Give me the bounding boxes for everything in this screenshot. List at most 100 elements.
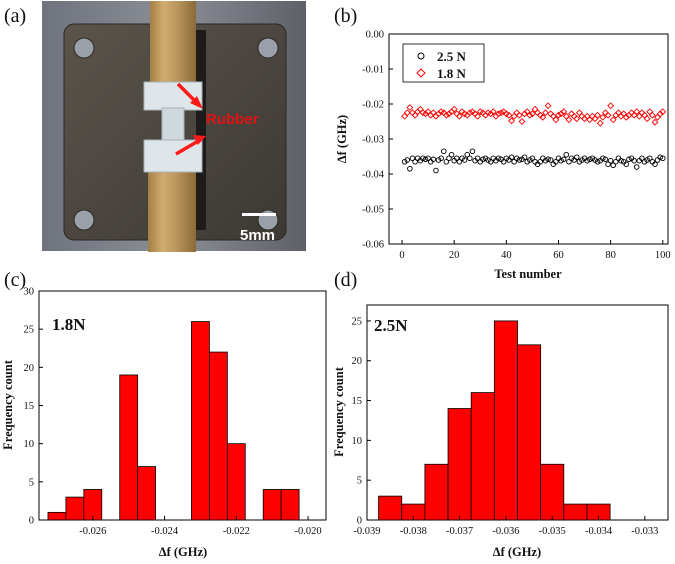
point-1.8N [594, 111, 602, 119]
point-2.5N [584, 157, 590, 164]
panel-label-a: (a) [4, 5, 26, 27]
legend-label-2.5N: 2.5 N [437, 49, 467, 64]
point-1.8N [552, 116, 560, 124]
y-tick-label: -0.03 [362, 135, 384, 146]
point-2.5N [529, 155, 536, 161]
point-2.5N [467, 155, 473, 161]
point-1.8N [406, 104, 414, 111]
legend-box [402, 43, 485, 83]
x-tick-label: 100 [655, 250, 671, 261]
point-2.5N [454, 155, 460, 161]
point-2.5N [443, 158, 450, 165]
histogram-bar [540, 463, 565, 521]
histogram-bar [226, 443, 246, 521]
point-1.8N [497, 109, 505, 117]
point-2.5N [558, 157, 564, 164]
point-1.8N [505, 111, 513, 119]
point-2.5N [573, 154, 580, 160]
scatter-x-ticks: 0 20 40 60 80 100 [399, 240, 671, 261]
point-2.5N [430, 156, 437, 163]
histogram-bar [119, 374, 139, 521]
point-2.5N [605, 161, 611, 167]
point-1.8N [648, 111, 656, 119]
point-2.5N [537, 158, 543, 165]
point-2.5N [448, 151, 455, 158]
bamboo-lower [148, 170, 196, 252]
plate-slot [196, 30, 206, 230]
scatter-y-ticks: -0.06 -0.05 -0.04 -0.03 -0.02 -0.01 0.00 [362, 30, 393, 251]
point-1.8N [542, 109, 549, 117]
panel-label-c: (c) [4, 269, 26, 291]
point-2.5N [487, 158, 494, 165]
y-tick-label: 10 [352, 436, 363, 447]
arrow-upper-head [190, 96, 203, 109]
point-2.5N [563, 151, 570, 158]
point-1.8N [508, 117, 515, 125]
x-tick-label: -0.026 [79, 526, 106, 537]
arrow-lower [175, 138, 201, 156]
photo-panel: Rubber 5mm [42, 1, 306, 252]
bolt-hole-tl [73, 37, 95, 59]
rubber-label: Rubber [206, 111, 259, 128]
hist-c-y-axis-label: Frequency count [1, 359, 15, 450]
point-2.5N [657, 154, 663, 160]
point-1.8N [521, 110, 529, 118]
point-1.8N [403, 109, 411, 117]
panel-label-b: (b) [334, 5, 357, 27]
y-tick-label: -0.06 [362, 240, 384, 251]
point-2.5N [660, 155, 666, 161]
point-2.5N [626, 156, 632, 163]
scatter-y-axis-label: Δf (GHz) [335, 115, 349, 163]
x-tick-label: -0.037 [446, 526, 473, 537]
point-1.8N [487, 110, 495, 118]
y-tick-label: -0.05 [362, 205, 384, 216]
legend-label-1.8N: 1.8 N [437, 66, 467, 81]
point-2.5N [433, 167, 439, 174]
y-tick-label: 10 [24, 439, 35, 450]
point-2.5N [441, 148, 447, 154]
x-tick-label: 40 [501, 250, 512, 261]
x-tick-label: 80 [605, 250, 616, 261]
y-tick-label: 25 [352, 316, 363, 327]
histogram-bar [262, 489, 282, 521]
point-2.5N [508, 154, 515, 160]
histogram-bar [378, 495, 403, 521]
x-tick-label: -0.039 [353, 526, 380, 537]
hist-d-x-ticks: -0.039 -0.038 -0.037 -0.036 -0.035 -0.034 -0.0… [353, 516, 658, 537]
point-1.8N [604, 111, 612, 119]
point-2.5N [542, 157, 549, 164]
y-tick-label: -0.04 [362, 170, 385, 181]
point-1.8N [442, 111, 450, 119]
bolt-hole-tr [257, 37, 279, 59]
y-tick-label: 0 [357, 516, 362, 527]
arrow-lower-head [193, 135, 206, 145]
point-2.5N [594, 158, 601, 165]
rubber-upper-block [143, 81, 203, 111]
point-2.5N [438, 155, 444, 161]
x-tick-label: -0.038 [400, 526, 427, 537]
bamboo-upper [150, 1, 196, 85]
x-tick-label: -0.024 [151, 526, 179, 537]
x-tick-label: 60 [553, 250, 564, 261]
point-1.8N [539, 113, 547, 121]
histogram-bar [424, 463, 449, 521]
point-2.5N [420, 155, 426, 161]
hist-c-bars [47, 321, 300, 521]
hist-d-annotation: 2.5N [374, 316, 408, 335]
point-2.5N [654, 157, 661, 163]
histogram-bar [83, 489, 103, 521]
x-tick-label: -0.035 [539, 526, 566, 537]
point-1.8N [555, 111, 562, 119]
point-1.8N [495, 110, 502, 118]
point-1.8N [526, 111, 534, 119]
histogram-bar [209, 351, 228, 521]
point-2.5N [633, 164, 640, 170]
point-2.5N [610, 162, 616, 168]
x-tick-label: -0.022 [223, 526, 250, 537]
histogram-bar [47, 511, 67, 521]
hist-d-y-ticks: 0 5 10 15 20 25 [352, 316, 371, 527]
scatter-points [401, 102, 667, 174]
point-2.5N [516, 157, 523, 163]
histogram-bar [470, 392, 495, 521]
point-2.5N [464, 151, 470, 158]
